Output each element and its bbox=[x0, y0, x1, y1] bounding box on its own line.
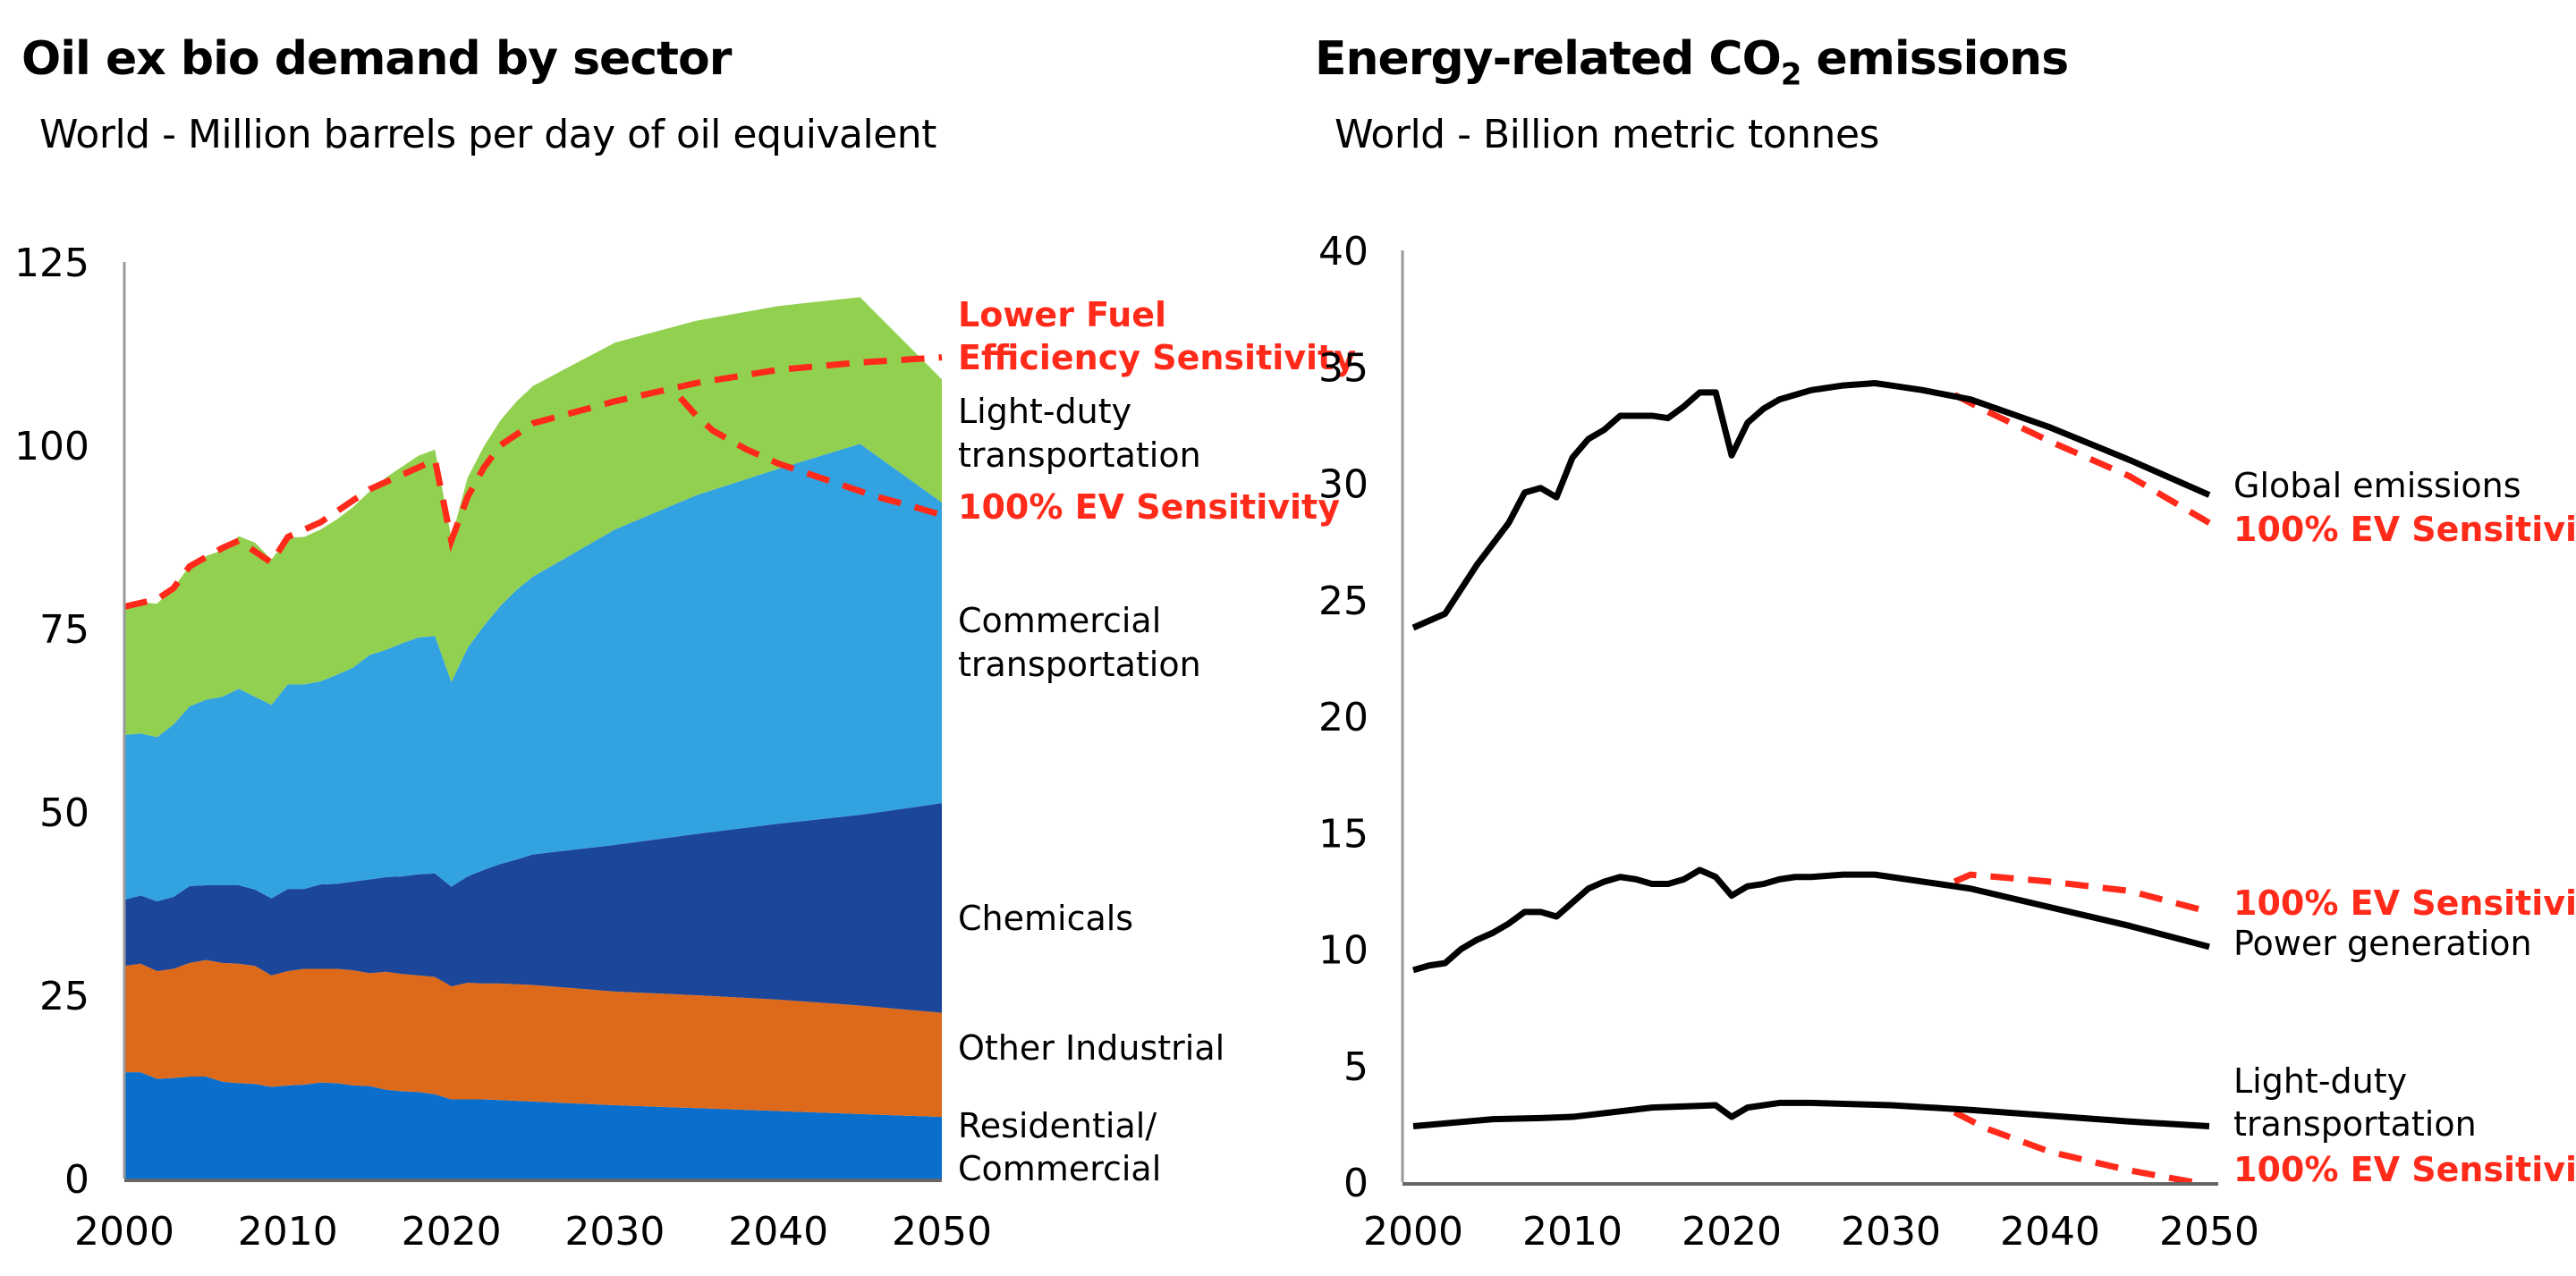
right-chart-title: Energy-related CO2 emissions bbox=[1315, 32, 2069, 92]
left-y-tick-label: 75 bbox=[39, 607, 89, 653]
area-residential bbox=[124, 1072, 942, 1179]
left-series-label: transportation bbox=[958, 645, 1201, 684]
left-series-label: Residential/ bbox=[958, 1106, 1157, 1145]
right-y-tick-label: 20 bbox=[1318, 695, 1368, 740]
right-series-label: Global emissions bbox=[2233, 466, 2521, 505]
right-series-label: 100% EV Sensitivity bbox=[2233, 510, 2576, 549]
left-x-tick-label: 2010 bbox=[238, 1209, 338, 1255]
left-series-label: Light-duty bbox=[958, 392, 1131, 431]
left-y-tick-label: 125 bbox=[14, 241, 89, 286]
left-x-tick-label: 2040 bbox=[728, 1209, 828, 1255]
series-line-light-duty-transportation bbox=[1412, 1099, 2210, 1129]
right-x-tick-label: 2030 bbox=[1841, 1209, 1941, 1255]
right-y-tick-label: 40 bbox=[1318, 229, 1368, 275]
right-chart-subtitle: World - Billion metric tonnes bbox=[1335, 112, 1879, 157]
left-x-tick-label: 2050 bbox=[892, 1209, 992, 1255]
left-series-label: Commercial bbox=[958, 601, 1161, 640]
right-y-tick-label: 25 bbox=[1318, 579, 1368, 624]
left-series-label: Commercial bbox=[958, 1149, 1161, 1188]
right-x-tick-label: 2010 bbox=[1522, 1209, 1623, 1255]
left-y-tick-label: 50 bbox=[39, 790, 89, 836]
sensitivity-line-0 bbox=[123, 354, 943, 610]
area-chemicals bbox=[124, 803, 942, 1013]
area-other_industrial bbox=[124, 959, 942, 1118]
ev-sensitivity-line bbox=[1953, 392, 2211, 526]
right-series-label: transportation bbox=[2233, 1104, 2477, 1144]
right-y-tick-label: 30 bbox=[1318, 462, 1368, 508]
right-y-tick-label: 5 bbox=[1343, 1044, 1368, 1090]
series-line-power-generation bbox=[1412, 866, 2210, 974]
left-y-tick-label: 100 bbox=[14, 424, 89, 469]
left-x-tick-label: 2020 bbox=[402, 1209, 502, 1255]
right-y-tick-label: 0 bbox=[1343, 1161, 1368, 1206]
left-series-label: Other Industrial bbox=[958, 1028, 1224, 1068]
right-y-tick-label: 35 bbox=[1318, 345, 1368, 391]
right-y-tick-label: 15 bbox=[1318, 811, 1368, 857]
left-chart-title: Oil ex bio demand by sector bbox=[21, 32, 732, 86]
area-commercial_transport bbox=[124, 444, 942, 902]
left-x-tick-label: 2000 bbox=[74, 1209, 174, 1255]
left-series-label: Efficiency Sensitivity bbox=[958, 338, 1356, 377]
left-y-tick-label: 0 bbox=[64, 1157, 89, 1203]
ev-sensitivity-line bbox=[1953, 1109, 2194, 1186]
right-series-label: Light-duty bbox=[2233, 1061, 2407, 1101]
right-title-subscript: 2 bbox=[1780, 56, 1802, 92]
left-x-tick-label: 2030 bbox=[564, 1209, 665, 1255]
left-series-label: Lower Fuel bbox=[958, 295, 1166, 334]
series-line-global-emissions bbox=[1411, 379, 2211, 631]
right-x-tick-label: 2000 bbox=[1363, 1209, 1463, 1255]
right-x-tick-label: 2050 bbox=[2159, 1209, 2259, 1255]
area-light_duty bbox=[124, 297, 942, 738]
right-title-suffix: emissions bbox=[1801, 32, 2069, 86]
left-chart-subtitle: World - Million barrels per day of oil e… bbox=[39, 112, 936, 157]
right-x-tick-label: 2040 bbox=[2000, 1209, 2100, 1255]
left-series-label: 100% EV Sensitivity bbox=[958, 487, 1340, 527]
left-series-label: transportation bbox=[958, 435, 1201, 475]
right-x-tick-label: 2020 bbox=[1682, 1209, 1782, 1255]
sensitivity-line-1 bbox=[677, 395, 943, 519]
left-series-label: Chemicals bbox=[958, 899, 1133, 938]
right-title-main: Energy-related CO bbox=[1315, 32, 1782, 86]
right-series-label: 100% EV Sensitivity bbox=[2233, 1150, 2576, 1189]
right-y-tick-label: 10 bbox=[1318, 928, 1368, 974]
right-series-label: Power generation bbox=[2233, 924, 2532, 963]
right-series-label: 100% EV Sensitivity bbox=[2233, 883, 2576, 923]
left-y-tick-label: 25 bbox=[39, 974, 89, 1019]
ev-sensitivity-line bbox=[1953, 871, 2210, 916]
